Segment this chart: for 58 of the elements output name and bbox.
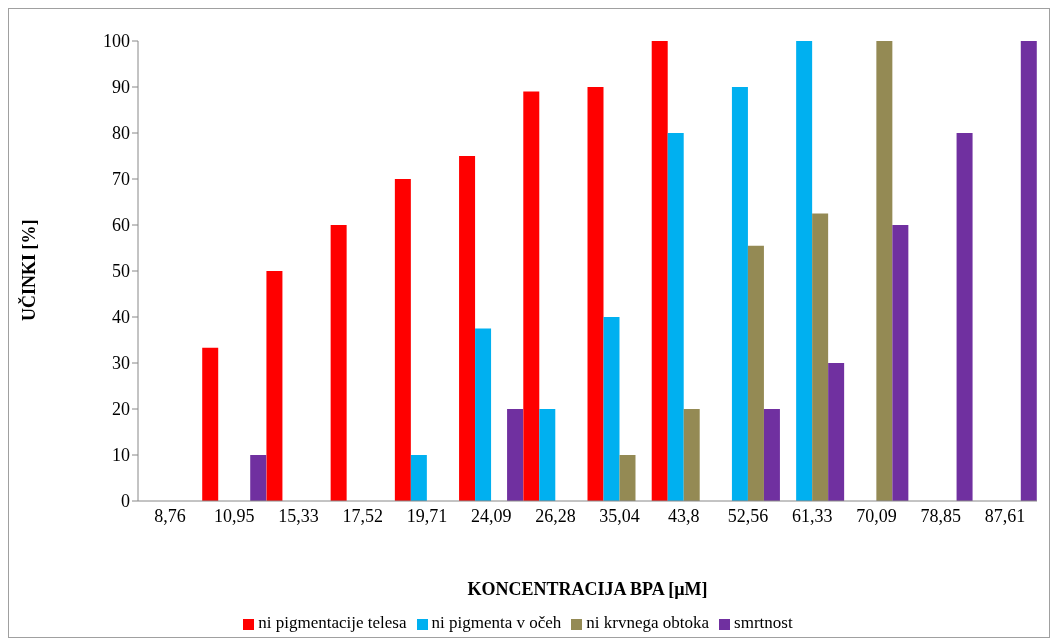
y-tick-label: 30 bbox=[112, 353, 130, 374]
y-tick-label: 10 bbox=[112, 445, 130, 466]
x-tick-label: 15,33 bbox=[278, 505, 319, 526]
x-axis-title: KONCENTRACIJA BPA [µM] bbox=[467, 579, 708, 599]
bar bbox=[683, 409, 700, 501]
x-tick-label: 19,71 bbox=[406, 505, 448, 526]
legend-label: ni pigmenta v očeh bbox=[431, 613, 562, 632]
bar bbox=[410, 455, 427, 501]
y-tick-label: 100 bbox=[103, 31, 130, 52]
y-tick-label: 60 bbox=[112, 215, 130, 236]
bar bbox=[956, 133, 973, 501]
x-tick-label: 61,33 bbox=[792, 505, 833, 526]
x-tick-label: 10,95 bbox=[214, 505, 255, 526]
x-tick-label: 8,76 bbox=[154, 505, 186, 526]
bar bbox=[539, 409, 556, 501]
y-axis-title: UČINKI [%] bbox=[18, 219, 40, 321]
x-tick-label: 35,04 bbox=[599, 505, 640, 526]
x-tick-label: 43,8 bbox=[668, 505, 700, 526]
bar bbox=[250, 455, 267, 501]
legend-label: smrtnost bbox=[734, 613, 793, 632]
bar bbox=[828, 363, 845, 501]
x-tick-label: 78,85 bbox=[920, 505, 961, 526]
bar bbox=[523, 91, 540, 501]
y-tick-label: 90 bbox=[112, 77, 130, 98]
bar bbox=[747, 245, 764, 501]
x-tick-label: 26,28 bbox=[535, 505, 576, 526]
bar bbox=[619, 455, 636, 501]
bar bbox=[394, 179, 411, 501]
bar bbox=[459, 156, 476, 501]
y-tick-label: 80 bbox=[112, 123, 130, 144]
legend-label: ni krvnega obtoka bbox=[586, 613, 710, 632]
bar bbox=[587, 87, 604, 501]
bar bbox=[330, 225, 347, 501]
bar bbox=[812, 213, 829, 501]
bar bbox=[202, 347, 219, 501]
y-tick-label: 0 bbox=[121, 491, 130, 512]
bar bbox=[796, 41, 813, 501]
bar bbox=[876, 41, 893, 501]
bar bbox=[507, 409, 524, 501]
bar bbox=[763, 409, 780, 501]
x-tick-label: 70,09 bbox=[856, 505, 897, 526]
bar bbox=[651, 41, 668, 501]
x-tick-label: 24,09 bbox=[470, 505, 512, 526]
y-tick-label: 20 bbox=[112, 399, 130, 420]
y-tick-label: 70 bbox=[112, 169, 130, 190]
bar bbox=[892, 225, 909, 501]
y-tick-label: 50 bbox=[112, 261, 130, 282]
x-tick-label: 17,52 bbox=[342, 505, 383, 526]
x-tick-label: 87,61 bbox=[984, 505, 1026, 526]
bar bbox=[667, 133, 684, 501]
bar bbox=[1020, 41, 1037, 501]
bar bbox=[475, 328, 492, 501]
x-tick-label: 52,56 bbox=[727, 505, 769, 526]
bar bbox=[266, 271, 283, 501]
legend-label: ni pigmentacije telesa bbox=[258, 613, 407, 632]
y-tick-label: 40 bbox=[112, 307, 130, 328]
bar bbox=[603, 317, 620, 501]
bar bbox=[731, 87, 748, 501]
